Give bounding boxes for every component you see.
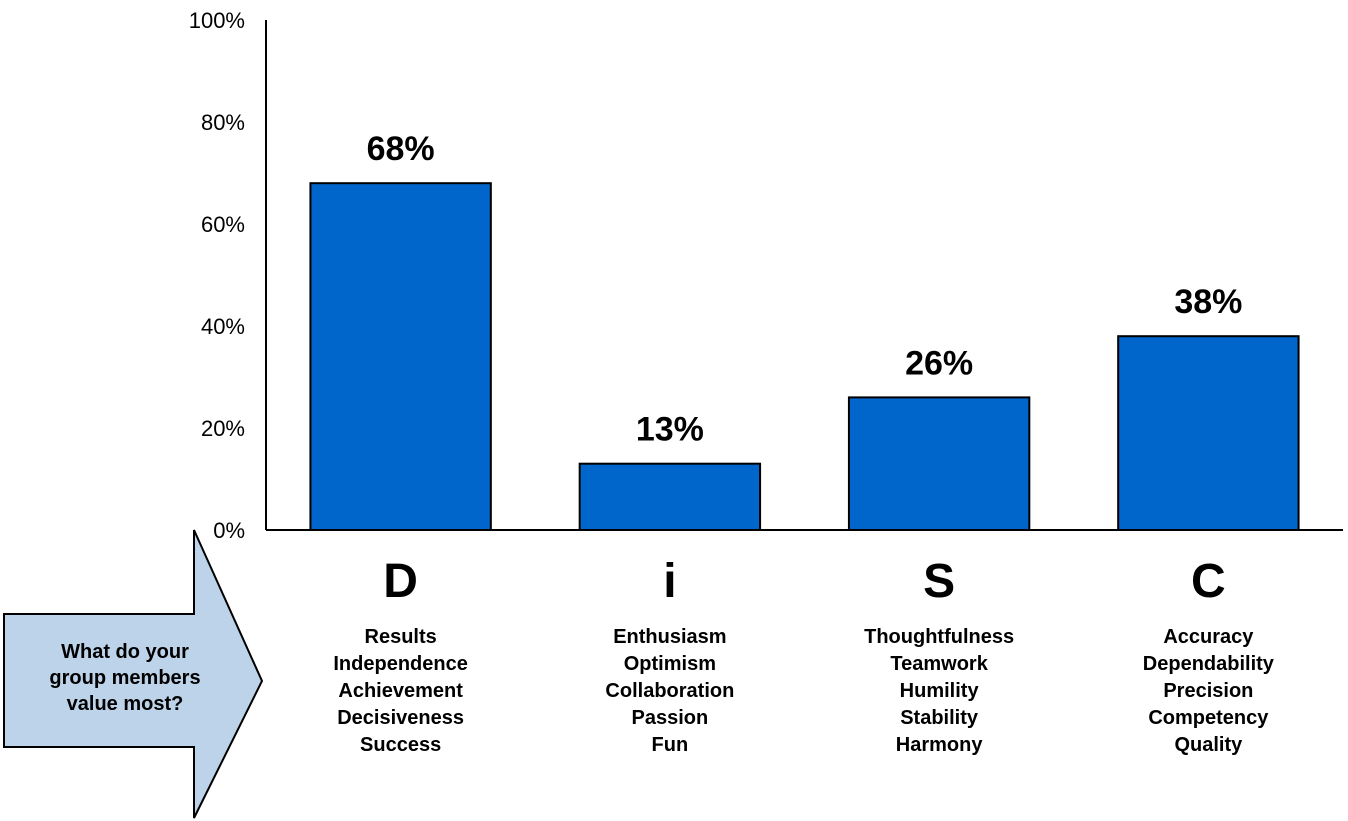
category-letter: i xyxy=(663,555,676,608)
category-descriptor: Collaboration xyxy=(605,680,734,702)
y-tick-label: 80% xyxy=(201,110,245,135)
category-descriptor: Dependability xyxy=(1143,653,1275,675)
y-tick-label: 100% xyxy=(189,8,245,33)
y-tick-label: 60% xyxy=(201,212,245,237)
category-letter: D xyxy=(383,555,418,608)
category-descriptor: Achievement xyxy=(338,680,463,702)
category-descriptor: Humility xyxy=(900,680,980,702)
callout-arrow: What do your group members value most? xyxy=(3,529,264,819)
category-descriptor: Decisiveness xyxy=(337,707,464,729)
category-descriptor: Harmony xyxy=(896,734,984,756)
category-descriptor: Independence xyxy=(333,653,467,675)
y-tick-label: 40% xyxy=(201,314,245,339)
category-descriptor: Fun xyxy=(652,734,689,756)
y-tick-label: 20% xyxy=(201,416,245,441)
category-descriptor: Results xyxy=(365,626,437,648)
bar-value-label: 13% xyxy=(636,411,704,449)
category-descriptor: Passion xyxy=(632,707,709,729)
category-descriptor: Thoughtfulness xyxy=(864,626,1014,648)
bar-d xyxy=(309,182,492,531)
category-descriptor: Teamwork xyxy=(890,653,988,675)
bars: 68% 13% 26% 38% xyxy=(309,130,1300,532)
category-letter: C xyxy=(1191,555,1226,608)
category-letter: S xyxy=(923,555,955,608)
category-descriptor: Quality xyxy=(1174,734,1243,756)
bar-value-label: 38% xyxy=(1174,283,1242,321)
callout-arrow-shape xyxy=(3,529,264,819)
bar-value-label: 68% xyxy=(367,130,435,168)
category-descriptor: Stability xyxy=(900,707,979,729)
callout-line: group members xyxy=(49,667,200,689)
category-descriptor: Accuracy xyxy=(1163,626,1254,648)
category-descriptor: Optimism xyxy=(624,653,716,675)
bar-c xyxy=(1117,335,1300,532)
y-tick-label: 0% xyxy=(213,518,245,543)
category-descriptor: Success xyxy=(360,734,441,756)
category-descriptor: Competency xyxy=(1148,707,1269,729)
category-descriptor: Precision xyxy=(1163,680,1253,702)
category-descriptor: Enthusiasm xyxy=(613,626,726,648)
callout-line: What do your xyxy=(61,641,189,663)
callout-line: value most? xyxy=(67,693,184,715)
bar-i xyxy=(578,462,762,532)
category-labels: D Results Independence Achievement Decisiven… xyxy=(333,555,1274,756)
bar-value-label: 26% xyxy=(905,344,973,382)
bar-s xyxy=(847,396,1031,531)
